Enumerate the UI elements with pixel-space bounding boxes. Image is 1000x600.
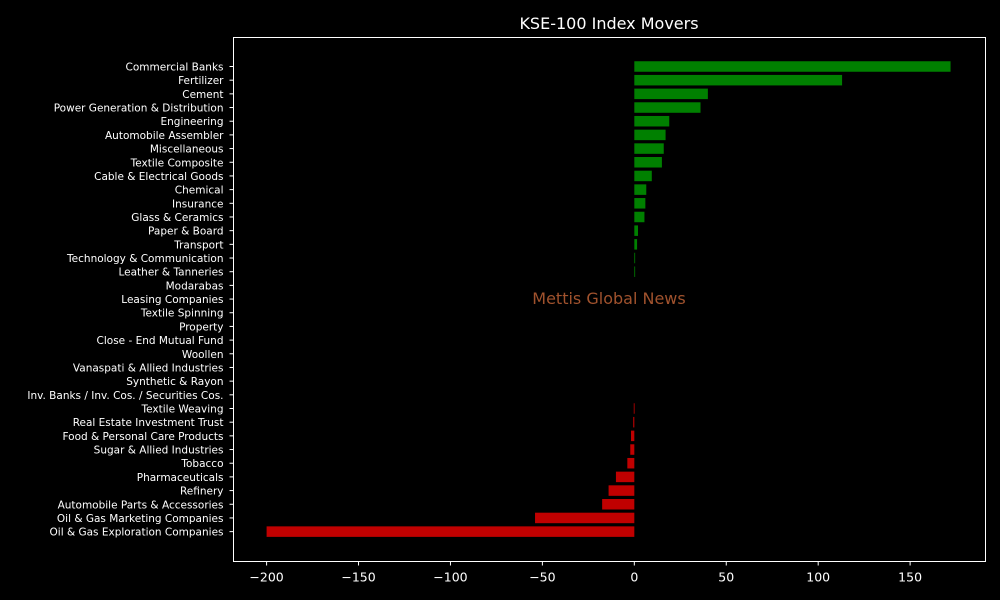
bars-group: [266, 61, 951, 537]
category-label: Sugar & Allied Industries: [94, 445, 224, 457]
category-label: Engineering: [161, 116, 224, 128]
bar-2: [634, 88, 708, 100]
category-label: Automobile Assembler: [105, 130, 224, 142]
category-label: Textile Weaving: [141, 404, 224, 416]
category-label: Food & Personal Care Products: [62, 431, 223, 443]
category-label: Woollen: [182, 349, 224, 361]
category-label: Cement: [182, 89, 223, 101]
bar-7: [634, 157, 662, 168]
bar-33: [535, 512, 635, 524]
x-tick-label: 150: [898, 570, 922, 585]
category-label: Tobacco: [180, 458, 223, 470]
bar-9: [634, 184, 647, 195]
watermark: Mettis Global News: [532, 289, 685, 308]
x-tick-label: −50: [529, 570, 555, 585]
category-label: Glass & Ceramics: [131, 212, 223, 224]
x-tick-label: 100: [806, 570, 830, 585]
category-label: Insurance: [172, 198, 224, 210]
bar-12: [634, 225, 638, 236]
category-label: Automobile Parts & Accessories: [58, 499, 224, 511]
bar-8: [634, 170, 652, 182]
category-label: Synthetic & Rayon: [126, 376, 223, 388]
category-label: Technology & Communication: [66, 253, 223, 265]
x-tick-label: −200: [249, 570, 283, 585]
bar-27: [631, 430, 635, 442]
x-tick-label: 0: [630, 570, 638, 585]
category-label: Close - End Mutual Fund: [97, 335, 224, 347]
category-label: Commercial Banks: [126, 62, 224, 74]
category-label: Leather & Tanneries: [118, 267, 223, 279]
bar-10: [634, 198, 646, 209]
category-label: Pharmaceuticals: [137, 472, 224, 484]
category-label: Transport: [173, 239, 223, 251]
category-label: Oil & Gas Marketing Companies: [57, 513, 224, 525]
category-label: Power Generation & Distribution: [54, 103, 224, 115]
category-label: Cable & Electrical Goods: [94, 171, 223, 183]
x-tick-label: −150: [341, 570, 375, 585]
bar-11: [634, 211, 645, 223]
x-tick-label: −100: [433, 570, 467, 585]
plot-frame: [233, 37, 986, 562]
category-label: Refinery: [180, 486, 224, 498]
category-label: Miscellaneous: [150, 144, 224, 156]
bar-6: [634, 143, 664, 154]
bar-5: [634, 129, 666, 141]
category-label: Textile Spinning: [140, 308, 224, 320]
chart-title: KSE-100 Index Movers: [519, 14, 698, 33]
x-tick-label: 50: [718, 570, 734, 585]
bar-25: [633, 403, 635, 414]
category-label: Property: [179, 321, 223, 333]
bar-32: [602, 499, 635, 510]
bar-15: [634, 266, 636, 277]
bar-0: [634, 61, 951, 72]
bar-13: [634, 239, 638, 250]
bar-31: [608, 485, 635, 496]
bar-14: [634, 252, 636, 264]
category-label: Chemical: [175, 185, 224, 197]
bar-1: [634, 74, 843, 86]
bar-4: [634, 115, 670, 127]
category-label: Real Estate Investment Trust: [73, 417, 224, 429]
category-label: Vanaspati & Allied Industries: [73, 362, 224, 374]
category-label: Modarabas: [166, 280, 224, 292]
category-label: Oil & Gas Exploration Companies: [50, 527, 224, 539]
category-label: Inv. Banks / Inv. Cos. / Securities Cos.: [27, 390, 223, 402]
bar-26: [633, 416, 635, 428]
bar-3: [634, 102, 701, 113]
category-label: Leasing Companies: [121, 294, 223, 306]
x-axis-ticks: −200 −150 −100 −50 0 50 100 150: [249, 561, 922, 585]
bar-34: [266, 526, 635, 537]
bar-30: [615, 471, 635, 483]
bar-29: [627, 457, 635, 469]
bar-28: [630, 444, 635, 455]
category-label: Textile Composite: [130, 157, 224, 169]
category-label: Fertilizer: [178, 75, 224, 87]
category-label: Paper & Board: [148, 226, 223, 238]
